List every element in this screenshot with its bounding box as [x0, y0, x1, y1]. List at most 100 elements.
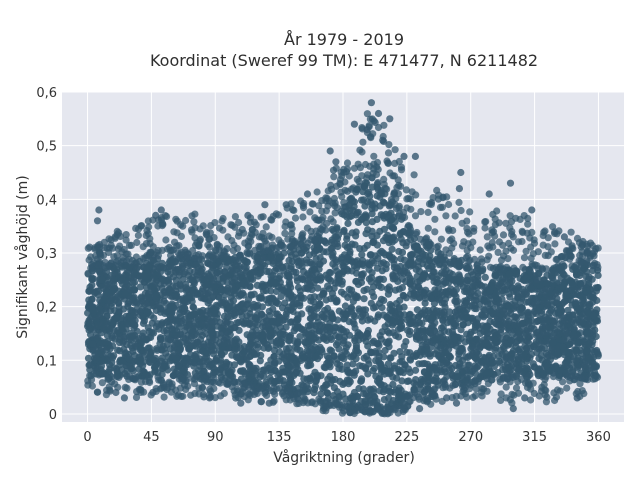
data-point: [396, 296, 404, 305]
data-point: [364, 259, 372, 267]
data-point: [149, 356, 157, 364]
data-point: [253, 258, 261, 266]
data-point: [499, 307, 507, 315]
data-point: [183, 250, 192, 258]
data-point: [209, 251, 217, 259]
data-point: [243, 355, 251, 363]
data-point: [315, 202, 323, 210]
data-point: [133, 238, 141, 247]
data-point: [561, 253, 570, 262]
data-point: [231, 336, 239, 344]
data-point: [314, 284, 322, 292]
data-point: [440, 269, 448, 277]
data-point: [479, 305, 488, 313]
data-point: [318, 348, 326, 356]
data-point: [276, 254, 284, 262]
data-point: [343, 366, 352, 374]
data-point: [206, 243, 214, 251]
data-point: [568, 286, 576, 294]
data-point: [413, 291, 421, 299]
data-point: [572, 261, 581, 269]
data-point: [452, 261, 461, 269]
data-point: [385, 394, 393, 402]
data-point: [419, 253, 427, 261]
data-point: [356, 182, 364, 190]
data-point: [560, 298, 568, 306]
data-point: [260, 313, 268, 321]
data-point: [215, 224, 224, 232]
data-point: [506, 212, 514, 220]
data-point: [377, 362, 385, 370]
data-point: [366, 133, 375, 141]
data-point: [343, 213, 351, 221]
data-point: [322, 239, 330, 247]
data-point: [373, 232, 381, 240]
data-point: [344, 255, 352, 263]
data-point: [396, 315, 405, 324]
data-point: [405, 330, 414, 339]
data-point: [206, 361, 214, 369]
data-point: [455, 355, 463, 363]
data-point: [448, 244, 456, 252]
data-point: [135, 335, 143, 343]
data-point: [335, 307, 343, 315]
data-point: [349, 352, 357, 360]
data-point: [520, 254, 529, 262]
data-point: [456, 348, 464, 356]
data-point: [418, 345, 426, 353]
data-point: [128, 332, 136, 340]
data-point: [306, 208, 314, 216]
data-point: [144, 275, 152, 283]
data-point: [518, 227, 526, 235]
data-point: [390, 362, 399, 370]
data-point: [398, 322, 406, 330]
data-point: [457, 206, 465, 215]
data-point: [247, 273, 255, 281]
data-point: [548, 344, 557, 352]
data-point: [375, 374, 384, 382]
data-point: [243, 248, 251, 257]
data-point: [297, 354, 305, 362]
data-point: [187, 342, 195, 350]
data-point: [153, 346, 161, 354]
data-point: [567, 228, 575, 236]
data-point: [335, 365, 343, 373]
data-point: [259, 372, 268, 380]
data-point: [113, 252, 121, 260]
data-point: [236, 251, 244, 259]
data-point: [137, 222, 145, 230]
data-point: [363, 174, 371, 182]
data-point: [85, 326, 93, 334]
data-point: [330, 384, 338, 392]
data-point: [403, 377, 411, 385]
data-point: [588, 241, 596, 249]
data-point: [528, 260, 536, 268]
data-point: [431, 286, 439, 294]
data-point: [297, 274, 305, 282]
data-point: [250, 290, 258, 298]
data-point: [287, 318, 295, 326]
data-point: [526, 344, 534, 352]
data-point: [294, 339, 302, 347]
data-point: [379, 237, 388, 245]
data-point: [122, 231, 130, 239]
data-point: [510, 264, 518, 272]
data-point: [105, 262, 113, 270]
data-point: [202, 290, 210, 298]
data-point: [160, 393, 168, 401]
data-point: [175, 361, 183, 370]
data-point: [400, 256, 409, 264]
data-point: [343, 361, 351, 369]
data-point: [328, 225, 336, 234]
data-point: [491, 221, 499, 229]
data-point: [344, 219, 352, 228]
data-point: [178, 317, 186, 325]
data-point: [298, 263, 306, 271]
data-point: [470, 227, 478, 235]
data-point: [577, 243, 585, 251]
data-point: [267, 254, 275, 262]
data-point: [105, 248, 113, 257]
data-point: [418, 274, 426, 282]
data-point: [486, 263, 495, 271]
data-point: [146, 250, 154, 258]
